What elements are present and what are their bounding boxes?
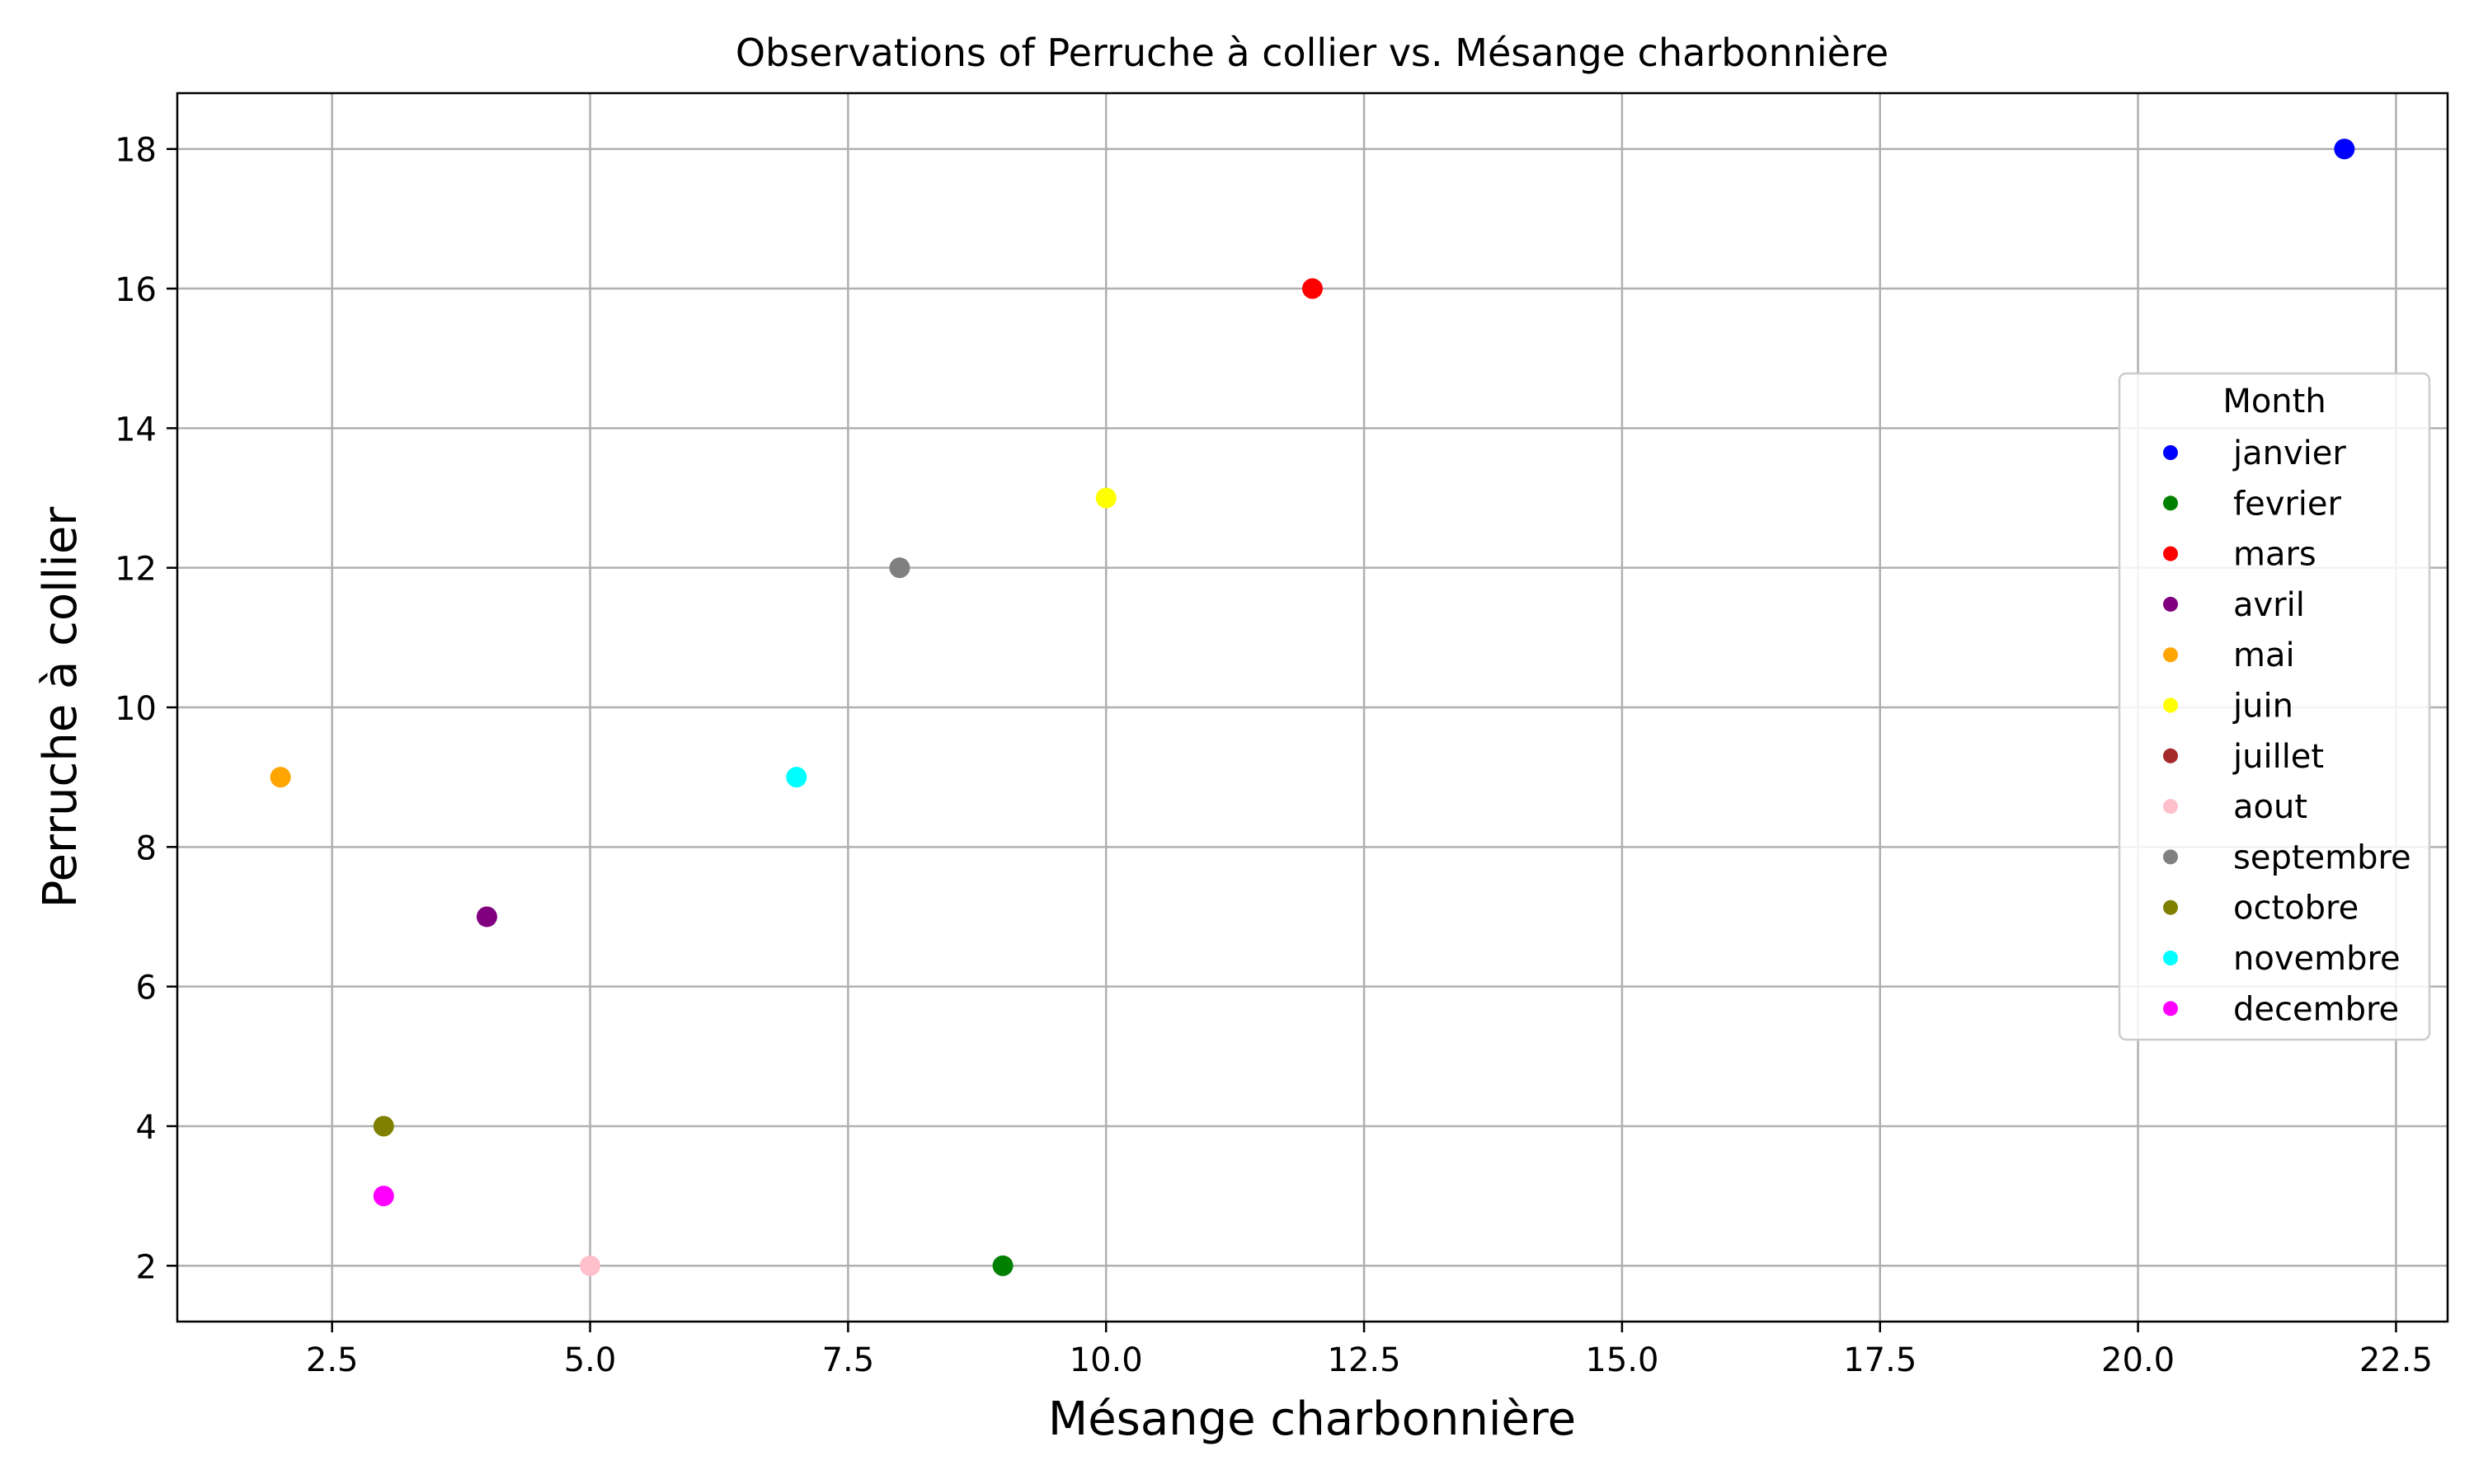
legend-label-juillet: juillet [2232,738,2324,776]
x-tick-label: 17.5 [1843,1341,1917,1379]
legend-marker-janvier [2163,445,2178,460]
legend-marker-mai [2163,647,2178,663]
legend-title: Month [2222,383,2326,420]
data-point-decembre [373,1186,394,1207]
data-point-janvier [2334,139,2355,160]
legend-marker-septembre [2163,849,2178,865]
legend-label-septembre: septembre [2233,838,2411,876]
legend-label-aout: aout [2233,788,2307,826]
x-tick-label: 12.5 [1328,1341,1401,1379]
y-axis-ticks: 2 4 6 8 10 12 14 16 18 [115,132,177,1286]
data-point-septembre [889,557,910,579]
x-axis-label: Mésange charbonnière [1048,1392,1576,1446]
legend-label-mai: mai [2233,636,2295,674]
legend-marker-avril [2163,596,2178,612]
data-point-avril [476,906,497,928]
data-point-mai [270,767,291,788]
y-tick-label: 18 [115,132,157,170]
data-point-octobre [373,1115,394,1137]
x-tick-label: 7.5 [822,1341,875,1379]
x-tick-label: 10.0 [1070,1341,1143,1379]
plot-frame [176,92,2449,1323]
chart-title: Observations of Perruche à collier vs. M… [736,31,1888,75]
data-point-fevrier [992,1255,1014,1276]
y-tick-label: 14 [115,411,157,448]
legend-label-janvier: janvier [2232,434,2346,472]
x-tick-label: 20.0 [2101,1341,2175,1379]
x-tick-label: 2.5 [306,1341,359,1379]
y-tick-label: 2 [136,1248,157,1286]
legend-marker-juin [2163,697,2178,713]
legend-label-decembre: decembre [2233,990,2399,1028]
legend: Month janvier fevrier mars avril mai juin juil… [2118,372,2431,1041]
x-tick-label: 5.0 [564,1341,617,1379]
legend-label-mars: mars [2233,536,2316,574]
y-tick-label: 8 [136,829,157,867]
legend-label-avril: avril [2233,586,2305,624]
data-points [270,139,2355,1276]
data-point-mars [1302,278,1323,299]
x-axis-ticks: 2.5 5.0 7.5 10.0 12.5 15.0 17.5 20.0 22.5 [306,1322,2433,1379]
x-tick-label: 15.0 [1585,1341,1658,1379]
legend-box [2118,372,2431,1041]
legend-label-novembre: novembre [2233,940,2401,978]
legend-marker-aout [2163,799,2178,815]
legend-marker-juillet [2163,748,2178,763]
y-tick-label: 6 [136,970,157,1007]
y-axis-label: Perruche à collier [34,506,87,909]
y-tick-label: 12 [115,551,157,589]
legend-marker-octobre [2163,899,2178,915]
legend-items: janvier fevrier mars avril mai juin juillet aou… [2163,434,2411,1028]
legend-marker-novembre [2163,951,2178,965]
legend-marker-fevrier [2163,495,2178,511]
y-tick-label: 16 [115,271,157,309]
data-point-juin [1095,487,1117,509]
legend-label-fevrier: fevrier [2233,485,2342,523]
y-tick-label: 4 [136,1109,157,1147]
y-tick-label: 10 [115,690,157,728]
legend-marker-mars [2163,546,2178,561]
legend-label-octobre: octobre [2233,890,2359,928]
legend-label-juin: juin [2232,688,2293,726]
legend-marker-decembre [2163,1001,2178,1017]
data-point-aout [580,1255,601,1276]
data-point-novembre [786,767,807,788]
x-tick-label: 22.5 [2359,1341,2433,1379]
